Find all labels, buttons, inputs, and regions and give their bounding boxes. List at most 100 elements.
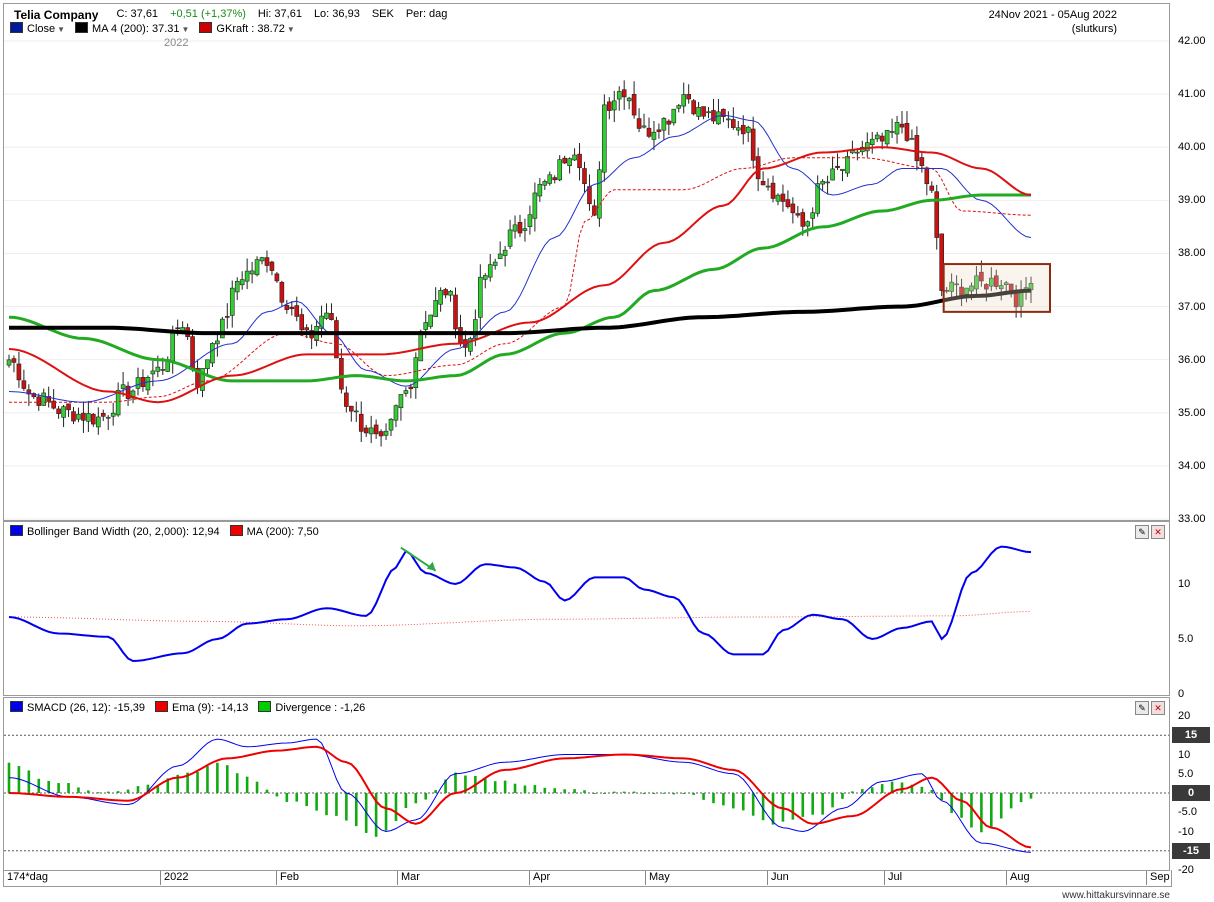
divergence-bar [761,793,765,821]
candle-body [234,281,240,293]
candle-body [572,154,577,161]
candle-body [998,285,1004,290]
gkraft-swatch [199,22,213,33]
candle-body [636,118,642,129]
settings-icon[interactable]: ✎ [1135,701,1149,715]
candle-body [329,313,334,320]
candle-body [661,118,667,131]
candle-body [324,312,329,319]
x-tick-label: Jun [767,871,789,885]
candle-body [716,111,721,125]
divergence-bar [821,793,824,815]
divergence-bar [345,793,348,821]
bollinger-panel[interactable]: Bollinger Band Width (20, 2,000): 12,94 … [3,521,1170,696]
ma-green-line [8,193,1031,383]
candle-body [100,412,106,417]
divergence-bar [404,793,408,809]
candle-body [16,363,22,381]
candle-body [869,138,875,145]
divergence-bar [483,778,487,793]
close-icon[interactable]: ✕ [1151,701,1165,715]
divergence-bar [106,791,110,793]
legend-gkraft[interactable]: GKraft : 38.72 ▼ [199,22,295,35]
price-tick-label: 34.00 [1178,459,1206,472]
price-chart-panel[interactable]: Telia Company C: 37,61 +0,51 (+1,37%) Hi… [3,3,1170,521]
candle-body [259,257,265,262]
candle-body [671,108,677,124]
candle-body [468,338,473,352]
divergence-bar [37,778,41,793]
change-value: +0,51 (+1,37%) [170,8,246,20]
divergence-bar [225,765,229,793]
divergence-bar [781,793,785,822]
candle-body [577,153,582,169]
candle-body [745,126,751,133]
divergence-bar [851,791,854,793]
legend-ma200[interactable]: MA 4 (200): 37.31 ▼ [75,22,189,35]
divergence-bar [910,784,914,793]
bb-chart-svg [8,545,1032,663]
currency: SEK [371,8,394,20]
candle-body [160,369,166,371]
candle-body [939,233,944,291]
divergence-bar [999,793,1003,819]
candle-body [835,165,840,168]
x-tick-label: Feb [276,871,299,885]
candle-body [765,185,771,188]
candle-body [443,289,448,296]
date-range-text: 24Nov 2021 - 05Aug 2022 [988,9,1117,21]
candle-body [46,396,51,402]
candle-body [135,377,141,389]
candle-body [780,193,786,202]
close-icon[interactable]: ✕ [1151,525,1165,539]
bb-legend: Bollinger Band Width (20, 2,000): 12,94 … [10,525,319,538]
candle-body [438,290,443,305]
chevron-down-icon[interactable]: ▼ [57,25,66,34]
divergence-bar [960,793,963,818]
macd-tick-label: 10 [1178,748,1191,761]
candle-body [815,183,820,214]
candle-body [532,192,538,219]
candle-body [403,390,409,394]
candle-body [552,177,558,181]
candle-body [274,273,280,282]
candle-body [547,174,553,184]
candle-body [785,199,791,208]
divergence-bar [652,793,656,794]
divergence-swatch [258,701,272,712]
candle-body [889,131,895,133]
candle-body [363,427,369,434]
divergence-bar [414,793,418,804]
candle-body [681,94,687,107]
candle-body [542,181,548,186]
candle-body [800,212,806,227]
candle-body [830,168,835,181]
candle-body [220,318,225,339]
candle-body [641,125,647,128]
macd-level-marker: -15 [1172,842,1210,859]
candle-body [874,134,880,140]
legend-close[interactable]: Close ▼ [10,22,65,35]
macd-panel[interactable]: SMACD (26, 12): -15,39 Ema (9): -14,13 D… [3,697,1170,871]
candle-body [621,89,627,98]
chevron-down-icon[interactable]: ▼ [286,25,295,34]
candle-body [110,412,116,417]
candle-body [979,271,984,282]
candle-body [592,205,597,216]
candle-body [264,257,270,266]
divergence-bar [741,793,745,811]
candle-body [353,410,359,413]
candle-body [145,376,151,391]
chevron-down-icon[interactable]: ▼ [181,25,190,34]
candle-body [611,100,617,111]
divergence-bar [583,790,586,793]
settings-icon[interactable]: ✎ [1135,525,1149,539]
x-axis: 174*dag 2022 Feb Mar Apr May Jun Jul Aug Sep [3,870,1172,887]
candle-body [473,319,478,339]
candle-body [582,168,587,185]
divergence-bar [543,787,547,793]
macd-level-marker: 0 [1172,785,1210,801]
divergence-bar [593,793,596,794]
divergence-bar [166,778,170,793]
candle-body [105,416,111,419]
